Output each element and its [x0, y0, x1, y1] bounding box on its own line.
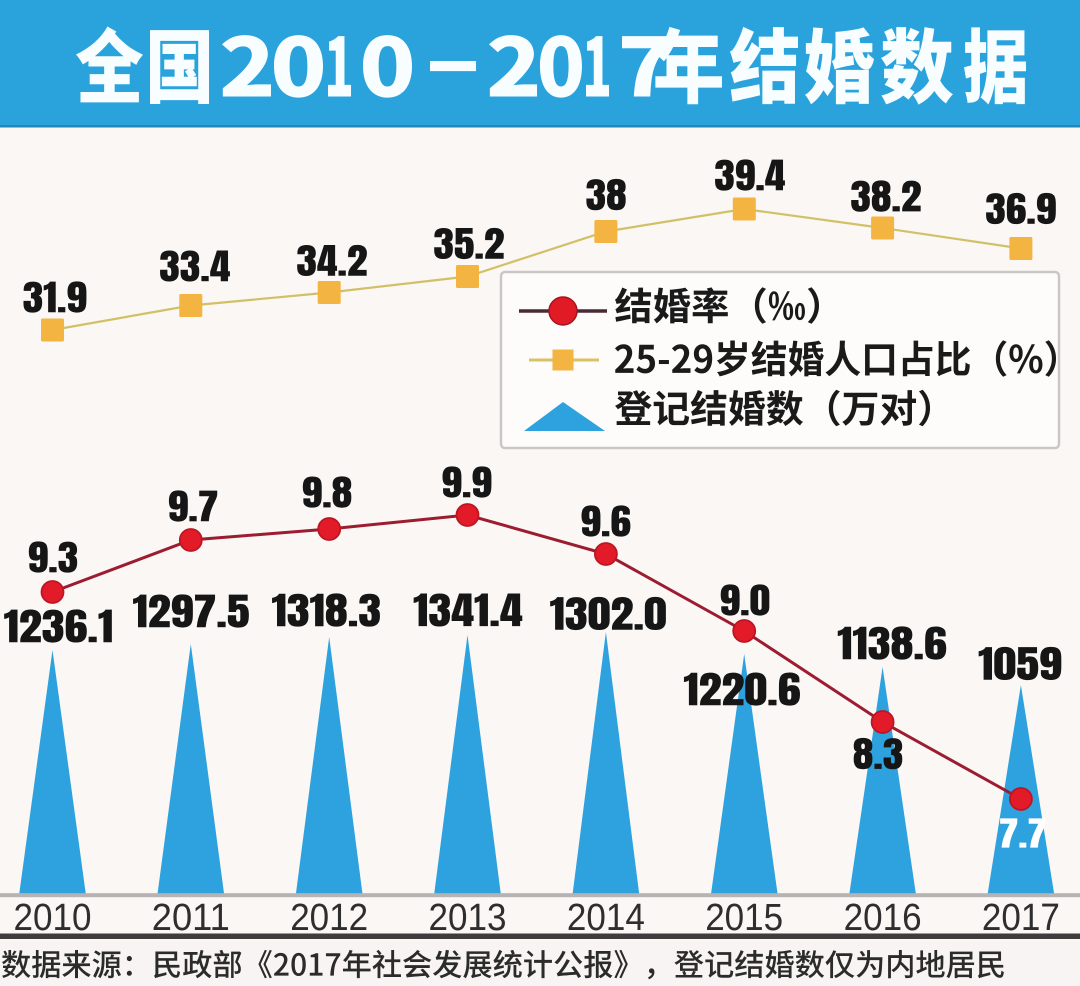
svg-text:2015: 2015: [705, 897, 783, 939]
svg-text:2017: 2017: [982, 897, 1060, 939]
svg-text:2016: 2016: [844, 897, 922, 939]
svg-text:2011: 2011: [152, 897, 230, 939]
svg-text:2012: 2012: [290, 897, 368, 939]
svg-text:2013: 2013: [429, 897, 507, 939]
svg-text:2010: 2010: [14, 897, 92, 939]
svg-text:2014: 2014: [567, 897, 645, 939]
